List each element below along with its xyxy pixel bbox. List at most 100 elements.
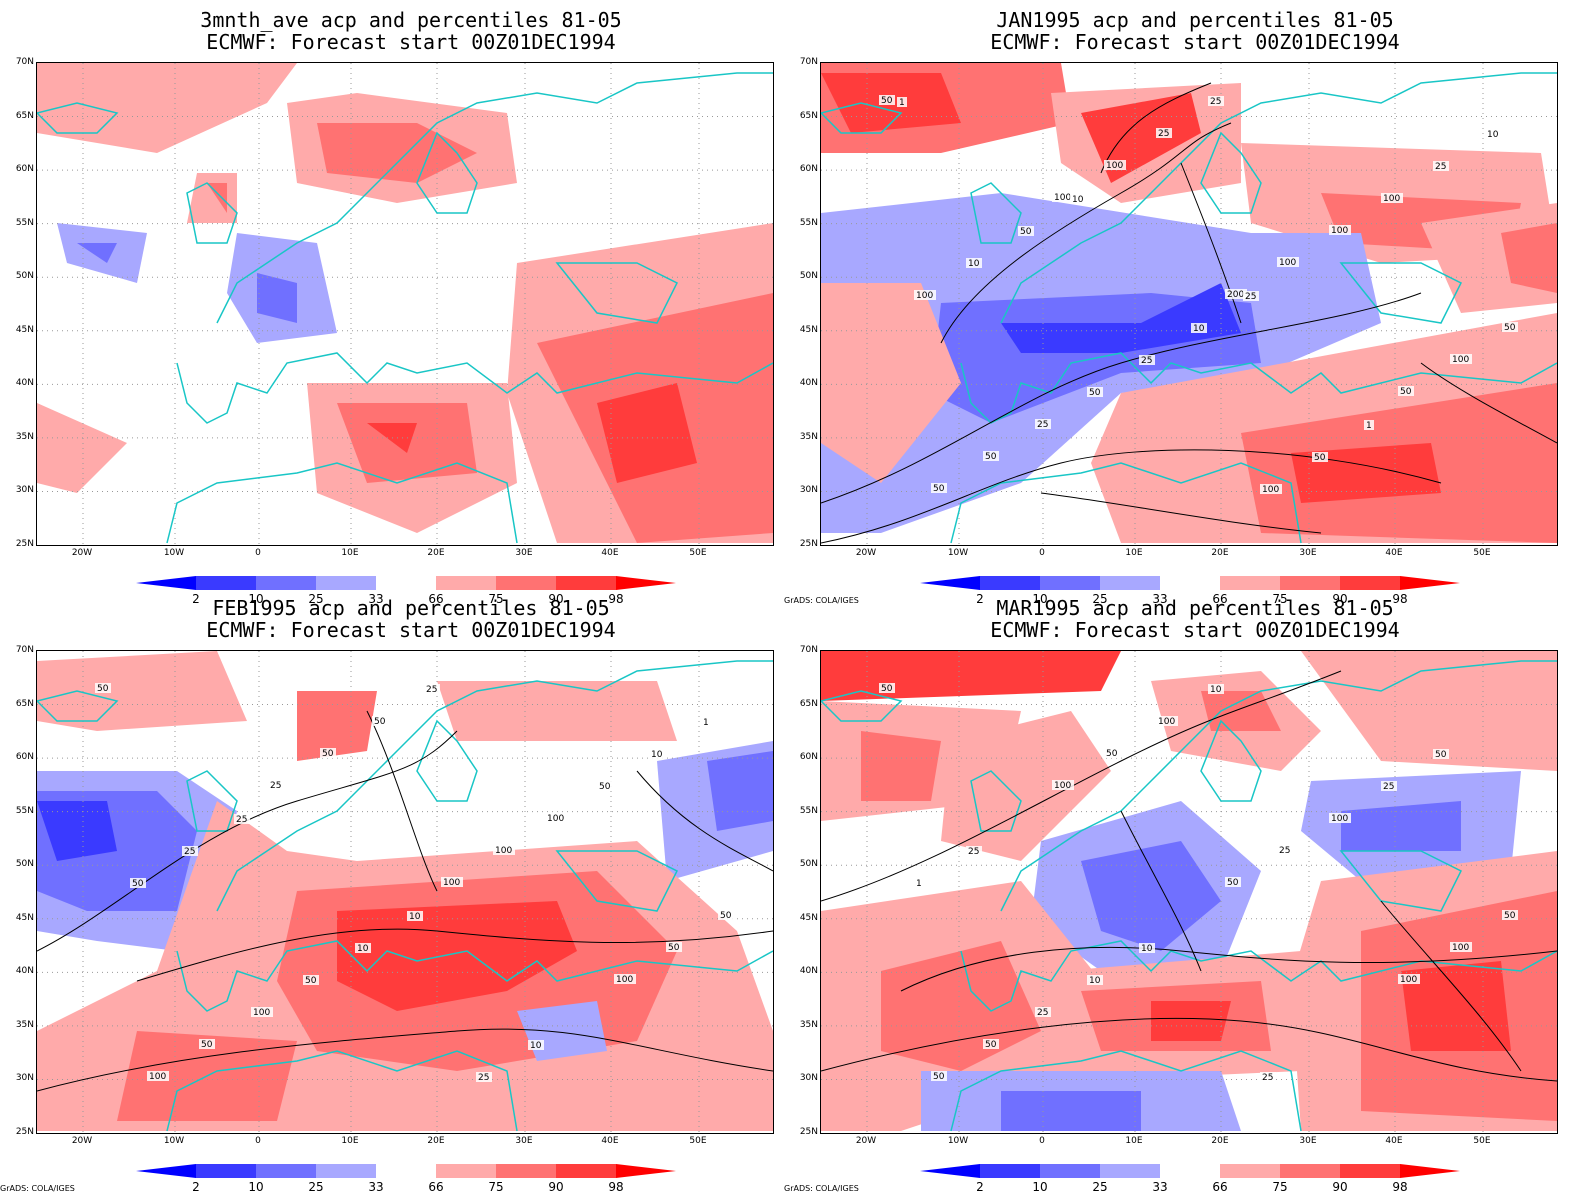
- contour-label: 25: [1383, 782, 1394, 792]
- contour-label: 50: [668, 943, 680, 953]
- contour-label: 100: [1262, 485, 1279, 495]
- longitude-tick-label: 40E: [601, 548, 619, 558]
- contour-label-background: [931, 483, 947, 493]
- grads-credit: GrADS: COLA/IGES: [0, 1184, 75, 1193]
- colorbar-tick-label: 2: [192, 592, 200, 606]
- contour-label-background: [441, 877, 463, 887]
- coastline: [166, 1050, 518, 1132]
- contour-label: 50: [374, 717, 386, 727]
- coastline: [960, 352, 1557, 424]
- contour-label-background: [1087, 387, 1103, 397]
- contour-label: 50: [201, 1040, 213, 1050]
- contour-line: [1100, 82, 1212, 174]
- coastline: [1000, 660, 1557, 912]
- longitude-tick-label: 10W: [947, 548, 969, 558]
- map-panel-4: MAR1995 acp and percentiles 81-05 ECMWF: …: [784, 588, 1582, 1194]
- contour-label: 1: [916, 879, 922, 889]
- contour-label: 10: [1141, 944, 1153, 954]
- contour-label-background: [914, 878, 924, 888]
- latitude-tick-label: 55N: [15, 805, 34, 816]
- latitude-tick-label: 35N: [799, 431, 818, 442]
- contour-label: 100: [1383, 194, 1400, 204]
- longitude-tick-label: 0: [255, 1136, 261, 1146]
- contour-label-background: [597, 781, 613, 791]
- map-title: FEB1995 acp and percentiles 81-05: [212, 596, 610, 620]
- contour-label-background: [1208, 684, 1224, 694]
- contour-label-background: [424, 684, 440, 694]
- colorbar-segment: [616, 1164, 676, 1178]
- contour-label: 50: [322, 749, 334, 759]
- colorbar-tick-label: 33: [368, 1180, 384, 1194]
- contour-label-background: [1225, 289, 1247, 299]
- coastline: [216, 72, 773, 324]
- colorbar-tick-label: 90: [548, 592, 564, 606]
- contour-line: [636, 770, 773, 872]
- colorbar-segment: [1160, 1164, 1220, 1178]
- colorbar-tick-label: 2: [192, 1180, 200, 1194]
- latitude-tick-label: 35N: [15, 1019, 34, 1030]
- contour-label-background: [966, 258, 982, 268]
- coastline: [1339, 850, 1463, 912]
- latitude-tick-label: 30N: [15, 1073, 34, 1084]
- contour-label: 25: [426, 685, 437, 695]
- contour-label-background: [303, 975, 319, 985]
- contour-label: 25: [270, 781, 281, 791]
- percentile-shading-region: [37, 63, 297, 153]
- colorbar-segment: [1160, 576, 1220, 590]
- percentile-colorbar: [920, 576, 1460, 590]
- contour-label-background: [1364, 420, 1374, 430]
- contour-line: [821, 1017, 1557, 1082]
- contour-label-background: [1052, 192, 1074, 202]
- map-plot-area: 50 100 50 100 50 50 25 100 50 100 100 50 25 10 25 1 10 25…: [820, 650, 1558, 1134]
- contour-label: 50: [881, 96, 893, 106]
- contour-label-background: [1260, 1072, 1276, 1082]
- contour-label-background: [1450, 942, 1472, 952]
- contour-label: 100: [1331, 226, 1348, 236]
- colorbar-tick-label: 75: [1272, 592, 1288, 606]
- contour-label: 25: [1141, 356, 1152, 366]
- coastline: [216, 660, 773, 912]
- latitude-tick-label: 45N: [15, 324, 34, 335]
- contour-label: 100: [1279, 258, 1296, 268]
- contour-label-background: [199, 1039, 215, 1049]
- map-title: MAR1995 acp and percentiles 81-05: [996, 596, 1394, 620]
- contour-label-background: [147, 1071, 169, 1081]
- longitude-tick-label: 0: [1039, 1136, 1045, 1146]
- contour-label: 100: [1054, 781, 1071, 791]
- longitude-tick-label: 40E: [601, 1136, 619, 1146]
- contour-label: 100: [1400, 975, 1417, 985]
- map-plot-area: [36, 62, 774, 546]
- coastline: [821, 690, 903, 722]
- percentile-colorbar: [136, 1164, 676, 1178]
- longitude-tick-label: 10E: [341, 1136, 359, 1146]
- colorbar-segment: [1280, 1164, 1340, 1178]
- contour-label-background: [1398, 386, 1414, 396]
- contour-label: 50: [1504, 323, 1516, 333]
- contour-label: 50: [305, 976, 317, 986]
- colorbar-tick-label: 66: [428, 592, 444, 606]
- contour-label: 10: [651, 750, 663, 760]
- colorbar-segment: [1040, 576, 1100, 590]
- coastline: [416, 719, 478, 802]
- latitude-tick-label: 70N: [799, 57, 818, 67]
- contour-label-background: [130, 878, 146, 888]
- contour-label-background: [1312, 452, 1328, 462]
- longitude-tick-label: 10E: [1125, 1136, 1143, 1146]
- latitude-tick-label: 55N: [15, 217, 34, 228]
- colorbar-segment: [980, 1164, 1040, 1178]
- percentile-shading-region: [597, 383, 697, 483]
- latitude-tick-label: 25N: [799, 539, 818, 549]
- colorbar-segment: [1340, 1164, 1400, 1178]
- contour-line: [1380, 900, 1522, 1072]
- latitude-tick-label: 65N: [799, 698, 818, 709]
- latitude-tick-label: 50N: [799, 859, 818, 870]
- contour-label: 10: [1210, 685, 1222, 695]
- contour-label-background: [320, 748, 336, 758]
- contour-label: 25: [1210, 97, 1221, 107]
- contour-label: 50: [1106, 749, 1118, 759]
- longitude-tick-label: 10W: [163, 548, 185, 558]
- latitude-tick-label: 55N: [799, 805, 818, 816]
- contour-line: [821, 292, 1422, 504]
- colorbar-segment: [1340, 576, 1400, 590]
- contour-label: 50: [881, 684, 893, 694]
